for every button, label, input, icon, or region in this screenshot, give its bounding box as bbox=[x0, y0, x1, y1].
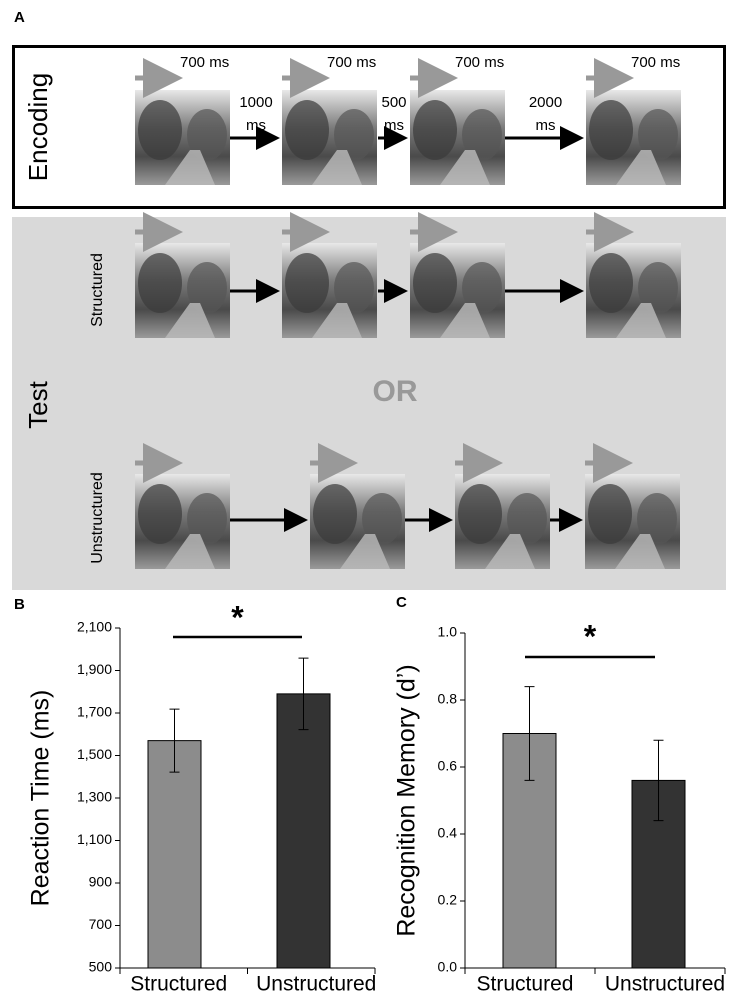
y-tick-label: 0.2 bbox=[438, 892, 458, 908]
photo-detail bbox=[138, 100, 182, 160]
photo-detail bbox=[138, 253, 182, 313]
photo-detail bbox=[589, 100, 633, 160]
photo-detail bbox=[285, 100, 329, 160]
y-tick-label: 0.8 bbox=[438, 691, 458, 707]
bar bbox=[277, 694, 330, 968]
interval-label: 500 bbox=[381, 94, 406, 111]
photo-detail bbox=[285, 253, 329, 313]
x-tick-label: Unstructured bbox=[605, 973, 725, 996]
annotation: * bbox=[584, 618, 597, 654]
test-title: Test bbox=[23, 380, 53, 428]
x-tick-label: Structured bbox=[130, 973, 227, 996]
interval-label: ms bbox=[246, 117, 266, 134]
interval-label: 1000 bbox=[239, 94, 272, 111]
y-tick-label: 900 bbox=[89, 874, 113, 890]
x-tick-label: Structured bbox=[477, 973, 574, 996]
x-tick-label: Unstructured bbox=[256, 973, 376, 996]
duration-label: 700 ms bbox=[455, 54, 504, 71]
interval-label: 2000 bbox=[529, 94, 562, 111]
y-tick-label: 500 bbox=[89, 959, 113, 975]
condition-label: Structured bbox=[89, 253, 106, 327]
y-axis-label: Recognition Memory (d’) bbox=[393, 664, 421, 936]
y-tick-label: 1,700 bbox=[77, 704, 112, 720]
duration-label: 700 ms bbox=[327, 54, 376, 71]
y-tick-label: 2,100 bbox=[77, 619, 112, 635]
panel-label: C bbox=[396, 594, 407, 611]
y-tick-label: 0.0 bbox=[438, 959, 458, 975]
photo-detail bbox=[138, 484, 182, 544]
encoding-title: Encoding bbox=[23, 73, 53, 181]
y-tick-label: 700 bbox=[89, 916, 113, 932]
y-axis-label: Reaction Time (ms) bbox=[27, 690, 55, 907]
y-tick-label: 0.4 bbox=[438, 825, 458, 841]
photo-detail bbox=[458, 484, 502, 544]
duration-label: 700 ms bbox=[180, 54, 229, 71]
duration-label: 700 ms bbox=[631, 54, 680, 71]
condition-label: Unstructured bbox=[89, 472, 106, 564]
figure: A Encoding Test Structured Unstructured … bbox=[0, 0, 737, 1000]
photo-detail bbox=[589, 253, 633, 313]
photo-detail bbox=[313, 484, 357, 544]
interval-label: ms bbox=[536, 117, 556, 134]
photo-detail bbox=[413, 100, 457, 160]
photo-detail bbox=[588, 484, 632, 544]
y-tick-label: 1,500 bbox=[77, 746, 112, 762]
interval-label: ms bbox=[384, 117, 404, 134]
y-tick-label: 1,900 bbox=[77, 661, 112, 677]
bar bbox=[148, 741, 201, 968]
panel-label: B bbox=[14, 596, 25, 613]
y-tick-label: 1,100 bbox=[77, 831, 112, 847]
panel-label: A bbox=[14, 9, 25, 26]
photo-detail bbox=[413, 253, 457, 313]
annotation: * bbox=[231, 599, 244, 635]
y-tick-label: 1.0 bbox=[438, 624, 458, 640]
or-label: OR bbox=[373, 375, 418, 408]
y-tick-label: 0.6 bbox=[438, 758, 458, 774]
y-tick-label: 1,300 bbox=[77, 789, 112, 805]
